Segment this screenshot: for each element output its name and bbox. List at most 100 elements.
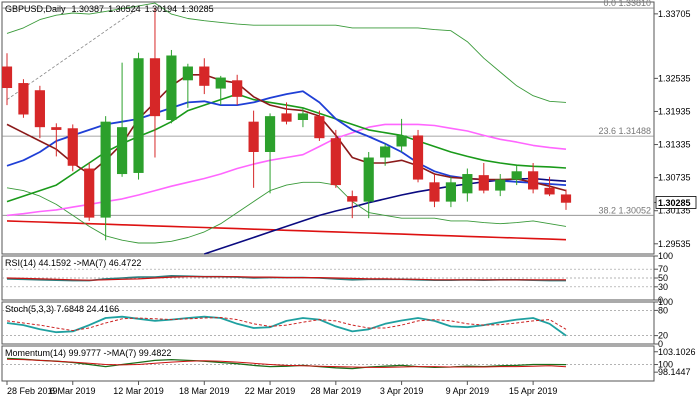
candle [34, 85, 45, 139]
y-tick-label: 1.31935 [658, 106, 691, 116]
indicator-title: Stoch(5,3,3) 7.6848 24.4166 [5, 304, 119, 314]
panel-frame-3 [1, 345, 655, 382]
x-tick-label: 6 Mar 2019 [50, 386, 96, 396]
candle-body [314, 116, 325, 139]
candle [264, 113, 276, 194]
fib-level-label: 38.2 1.30052 [598, 205, 651, 215]
y-tick-label: 20 [658, 331, 668, 341]
ohlc-value: 1.30285 [181, 4, 214, 14]
candle [495, 174, 506, 197]
candle-body [248, 121, 259, 152]
candle-body [116, 127, 128, 175]
y-tick-label: 100 [658, 251, 673, 261]
candle-body [51, 127, 62, 130]
y-tick-label: 80 [658, 305, 668, 315]
candle [511, 165, 522, 186]
y-tick-label: 1.29535 [658, 239, 691, 249]
candle [429, 174, 440, 208]
x-tick-label: 22 Mar 2019 [245, 386, 296, 396]
candle-body [478, 175, 489, 191]
current-price-box [655, 196, 697, 209]
candle [560, 189, 572, 210]
candle [51, 123, 62, 157]
candle-body [445, 182, 457, 202]
candle-body [199, 66, 210, 86]
candle-body [528, 171, 539, 190]
candle-body [133, 58, 144, 173]
candle [347, 190, 358, 219]
series-stoch [6, 315, 567, 337]
candle [166, 49, 177, 124]
chart-title: GBPUSD,Daily 1.30387 1.30524 1.30194 1.30285 [5, 4, 214, 14]
candle-body [347, 196, 358, 202]
x-tick-label: 3 Apr 2019 [380, 386, 424, 396]
candle-body [330, 138, 341, 186]
candle [528, 163, 539, 194]
indicator-title: RSI(14) 44.1592 ->MA(7) 46.4722 [5, 258, 141, 268]
fib-level-label: 23.6 1.31488 [598, 126, 651, 136]
candle-body [232, 80, 243, 97]
y-tick-label: 1.31335 [658, 140, 691, 150]
candle [544, 176, 555, 197]
candle-body [18, 83, 29, 115]
y-tick-label: 98.1447 [658, 367, 691, 377]
candle-body [1, 66, 13, 89]
candle [116, 62, 128, 177]
candle [232, 74, 243, 106]
candle-body [215, 77, 226, 89]
candle [478, 163, 489, 194]
chart-title-symbol: GBPUSD,Daily [5, 4, 66, 14]
candle [100, 116, 111, 241]
candle-body [560, 194, 572, 203]
current-price-label: 1.30285 [658, 198, 691, 208]
y-tick-label: 1.32535 [658, 73, 691, 83]
candle [133, 52, 144, 180]
ohlc-value: 1.30524 [108, 4, 141, 14]
candle [67, 124, 78, 172]
indicator-title: Momentum(14) 99.9777 ->MA(7) 99.4822 [5, 348, 171, 358]
candle-body [34, 90, 45, 128]
candle [84, 163, 95, 221]
x-tick-label: 28 Mar 2019 [311, 386, 362, 396]
x-tick-label: 18 Mar 2019 [179, 386, 230, 396]
y-tick-label: 100 [658, 297, 673, 307]
ohlc-value: 1.30194 [145, 4, 178, 14]
y-tick-label: 1.30135 [658, 206, 691, 216]
candle-body [380, 146, 391, 158]
panel-frame-0 [1, 1, 655, 255]
y-tick-label: 100 [658, 360, 673, 370]
candle-body [67, 128, 78, 166]
candle-body [429, 182, 440, 202]
x-tick-label: 28 Feb 2019 [7, 386, 58, 396]
candle [149, 8, 161, 158]
series-rsi-ma [6, 276, 566, 281]
y-tick-label: 1.33705 [658, 9, 691, 19]
candle [363, 151, 374, 219]
series-boll-upper [6, 2, 567, 103]
candle [412, 129, 424, 183]
candle [182, 63, 193, 108]
y-tick-label: 1.30735 [658, 173, 691, 183]
series-mom [6, 357, 567, 370]
candle [215, 75, 226, 106]
candle [445, 176, 457, 208]
candle [297, 107, 309, 128]
candle [380, 143, 391, 166]
candle-body [544, 187, 555, 195]
candle [199, 58, 210, 95]
ohlc-value: 1.30387 [72, 4, 105, 14]
candle [462, 168, 473, 202]
candle-body [149, 58, 161, 117]
y-tick-label: 0 [658, 339, 663, 349]
candle [281, 102, 292, 125]
candle-body [297, 113, 309, 121]
dashed-trendline [6, 7, 139, 100]
series-mom-ma [6, 358, 567, 368]
fib-level-label: 0.0 1.33810 [603, 0, 651, 8]
series-sma-red [6, 220, 567, 241]
candle [1, 53, 13, 106]
candle-body [412, 135, 424, 180]
candle [314, 110, 325, 141]
